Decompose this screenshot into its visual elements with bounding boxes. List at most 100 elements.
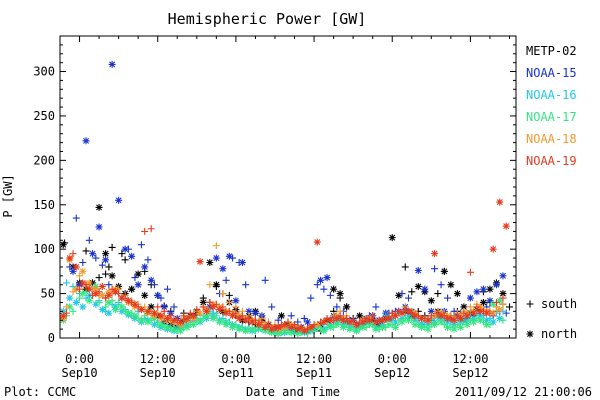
point-north-noaa-19 [222,309,230,317]
point-north-noaa-19 [72,263,80,271]
point-north-noaa-19 [320,318,328,326]
point-north-noaa-15 [473,288,481,296]
point-south-noaa-15 [144,256,152,264]
point-south-noaa-15 [72,214,80,222]
point-south-noaa-17 [473,314,481,322]
point-south-noaa-15 [85,236,93,244]
point-north-metp-02 [199,298,207,306]
point-north-noaa-17 [222,321,230,329]
point-north-noaa-17 [79,290,87,298]
point-north-noaa-15 [238,259,246,266]
x-tick-time-label: 12:00 [140,352,176,366]
point-south-metp-02 [408,288,416,296]
point-south-noaa-19 [160,307,168,315]
y-tick-label-200: 200 [33,153,55,167]
point-south-noaa-19 [206,298,214,306]
point-north-noaa-16 [418,320,426,328]
point-north-metp-02 [108,272,116,280]
point-north-metp-02 [141,291,149,299]
point-south-noaa-15 [137,241,145,249]
y-tick-label-0: 0 [48,331,55,345]
point-north-noaa-16 [405,312,413,320]
point-north-metp-02 [134,270,142,278]
x-tick-date-label: Sep11 [296,366,332,380]
point-north-noaa-17 [450,325,458,333]
point-south-noaa-19 [225,307,233,315]
point-south-metp-02 [118,250,126,258]
point-north-noaa-15 [219,265,227,273]
legend-entry-noaa-15: NOAA-15 [526,66,577,80]
point-south-noaa-18 [219,290,227,298]
point-north-noaa-19 [274,323,282,331]
legend-entry-noaa-17: NOAA-17 [526,110,577,124]
point-north-noaa-18 [98,291,106,299]
x-tick-date-label: Sep10 [61,366,97,380]
point-south-noaa-17 [466,316,474,324]
point-south-noaa-15 [405,294,413,302]
point-north-noaa-17 [242,327,250,335]
point-north-noaa-19 [378,316,386,324]
point-north-noaa-15 [323,274,331,282]
point-north-noaa-19 [216,306,224,314]
point-north-noaa-17 [294,330,302,338]
point-south-metp-02 [95,274,103,282]
point-south-noaa-19 [82,281,90,289]
point-south-noaa-17 [258,325,266,333]
point-north-noaa-17 [339,323,347,331]
y-tick-label-250: 250 [33,109,55,123]
point-south-noaa-15 [131,274,139,282]
legend-entry-noaa-18: NOAA-18 [526,132,577,146]
point-north-noaa-19 [281,321,289,329]
point-south-noaa-15 [79,259,87,266]
point-south-metp-02 [82,247,90,255]
point-north-noaa-16 [444,318,452,326]
y-axis: 0 50 100 150 200 250 300 [33,44,516,345]
y-tick-label-50: 50 [41,287,55,301]
point-south-noaa-15 [92,254,100,262]
x-tick-date-label: Sep11 [218,366,254,380]
point-south-metp-02 [401,263,409,271]
point-north-noaa-15 [82,137,90,145]
point-south-noaa-19 [147,225,155,233]
point-south-noaa-17 [69,307,77,315]
point-south-noaa-15 [502,309,510,317]
x-tick-date-label: Sep12 [374,366,410,380]
point-south-noaa-18 [63,303,71,311]
point-north-noaa-19 [79,279,87,287]
point-north-noaa-18 [92,285,100,293]
point-north-noaa-16 [105,309,113,317]
point-south-noaa-17 [238,323,246,331]
point-north-noaa-16 [489,318,497,326]
point-north-metp-02 [277,312,285,320]
point-south-noaa-15 [437,281,445,289]
point-north-noaa-19 [326,316,334,324]
point-north-noaa-15 [317,276,325,284]
point-south-noaa-18 [212,242,220,250]
point-north-noaa-19 [300,327,308,335]
point-north-noaa-17 [274,330,282,338]
legend-entry-metp-02: METP-02 [526,44,577,58]
point-south-noaa-15 [66,263,74,271]
point-north-noaa-19 [352,321,360,329]
point-north-noaa-15 [414,266,422,274]
point-north-noaa-19 [190,312,198,320]
point-north-noaa-19 [98,282,106,290]
point-south-metp-02 [102,270,110,278]
point-north-metp-02 [356,312,364,320]
point-north-metp-02 [59,241,67,249]
point-north-noaa-17 [118,303,126,311]
point-north-noaa-15 [89,250,97,258]
point-south-noaa-19 [76,285,84,293]
point-north-noaa-17 [157,321,165,329]
point-north-noaa-18 [85,279,93,287]
point-north-noaa-15 [160,303,168,311]
point-north-noaa-17 [437,318,445,326]
point-south-metp-02 [225,291,233,299]
point-north-noaa-17 [352,327,360,335]
point-south-noaa-17 [356,325,364,333]
point-north-noaa-17 [124,309,132,317]
point-north-noaa-15 [121,245,129,253]
footer-timestamp: 2011/09/12 21:00:06 [455,385,592,399]
point-north-metp-02 [453,290,461,298]
point-north-noaa-19 [261,323,269,331]
